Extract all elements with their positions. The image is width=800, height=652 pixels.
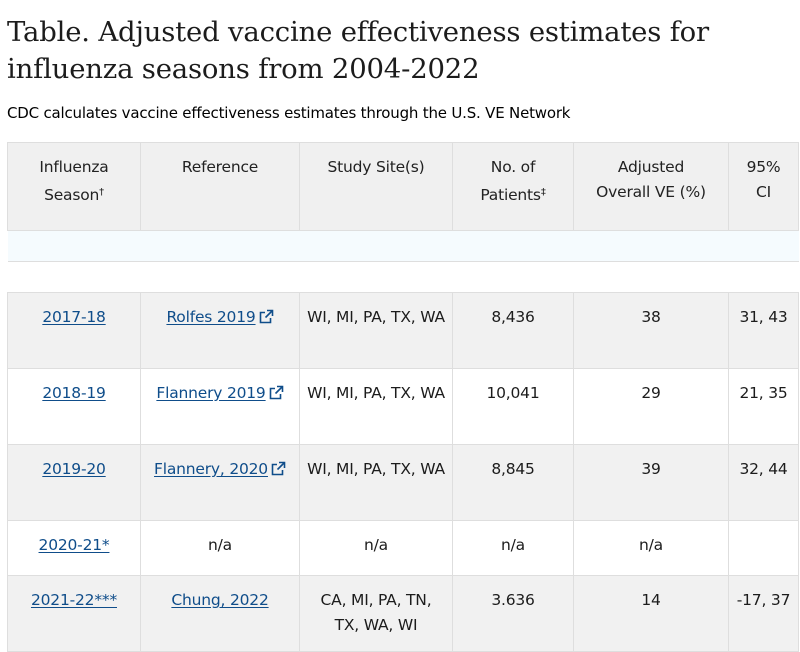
ve-header-line2: Overall VE (%) (596, 183, 706, 201)
study-site-cell: n/a (299, 520, 453, 576)
ci-header-line1: 95% (746, 158, 781, 176)
reference-cell: Rolfes 2019 (140, 292, 300, 369)
table-row: 2021-22*** Chung, 2022 CA, MI, PA, TN, TX,… (7, 575, 799, 652)
study-site-cell: CA, MI, PA, TN, TX, WA, WI (299, 575, 453, 652)
external-link-icon[interactable] (259, 309, 274, 324)
reference-link[interactable]: Flannery 2019 (156, 384, 266, 402)
column-header-adjusted-ve: Adjusted Overall VE (%) (573, 142, 729, 231)
ci-cell: 32, 44 (728, 444, 799, 521)
season-cell: 2021-22*** (7, 575, 141, 652)
study-site-cell: WI, MI, PA, TX, WA (299, 368, 453, 445)
column-header-study-site: Study Site(s) (299, 142, 453, 231)
season-cell: 2019-20 (7, 444, 141, 521)
patients-cell: n/a (452, 520, 574, 576)
season-link[interactable]: 2017-18 (42, 308, 106, 326)
table-row: 2018-19 Flannery 2019 WI, MI, PA, TX, WA 10… (7, 368, 799, 445)
adjusted-ve-cell: 38 (573, 292, 729, 369)
season-link[interactable]: 2019-20 (42, 460, 106, 478)
vaccine-effectiveness-table: Influenza Season† Reference Study Site(s… (7, 142, 799, 652)
table-row: 2019-20 Flannery, 2020 WI, MI, PA, TX, WA 8… (7, 444, 799, 521)
patients-cell: 8,845 (452, 444, 574, 521)
patients-cell: 10,041 (452, 368, 574, 445)
ci-cell: 21, 35 (728, 368, 799, 445)
external-link-icon[interactable] (269, 385, 284, 400)
study-site-cell: WI, MI, PA, TX, WA (299, 292, 453, 369)
ci-cell: -17, 37 (728, 575, 799, 652)
ci-header-line2: CI (756, 183, 771, 201)
reference-cell: n/a (140, 520, 300, 576)
season-cell: 2020-21* (7, 520, 141, 576)
patients-header-line2: Patients (480, 186, 541, 204)
column-header-season: Influenza Season† (7, 142, 141, 231)
ci-cell (728, 520, 799, 576)
season-cell: 2018-19 (7, 368, 141, 445)
adjusted-ve-cell: n/a (573, 520, 729, 576)
patients-cell: 8,436 (452, 292, 574, 369)
study-site-cell: WI, MI, PA, TX, WA (299, 444, 453, 521)
column-header-reference: Reference (140, 142, 300, 231)
table-row: 2017-18 Rolfes 2019 WI, MI, PA, TX, WA 8,43… (7, 292, 799, 369)
reference-link[interactable]: Rolfes 2019 (166, 308, 256, 326)
season-link[interactable]: 2021-22*** (30, 591, 117, 609)
patients-cell: 3.636 (452, 575, 574, 652)
reference-link[interactable]: Chung, 2022 (171, 591, 269, 609)
study-site-header-label: Study Site(s) (327, 158, 425, 176)
reference-cell: Flannery, 2020 (140, 444, 300, 521)
table-subtitle: CDC calculates vaccine effectiveness est… (7, 104, 571, 122)
table-row: 2020-21* n/a n/a n/a n/a (7, 520, 799, 576)
adjusted-ve-cell: 39 (573, 444, 729, 521)
column-header-ci: 95% CI (728, 142, 799, 231)
reference-cell: Chung, 2022 (140, 575, 300, 652)
season-link[interactable]: 2020-21* (38, 536, 110, 554)
reference-header-label: Reference (181, 158, 259, 176)
ci-cell: 31, 43 (728, 292, 799, 369)
adjusted-ve-cell: 29 (573, 368, 729, 445)
external-link-icon[interactable] (271, 461, 286, 476)
reference-cell: Flannery 2019 (140, 368, 300, 445)
season-footnote-mark: † (99, 187, 104, 198)
adjusted-ve-cell: 14 (573, 575, 729, 652)
season-cell: 2017-18 (7, 292, 141, 369)
ve-header-line1: Adjusted (617, 158, 685, 176)
table-header-row: Influenza Season† Reference Study Site(s… (7, 142, 799, 231)
season-header-line2: Season (44, 186, 100, 204)
season-link[interactable]: 2018-19 (42, 384, 106, 402)
reference-text: n/a (208, 536, 232, 554)
patients-footnote-mark: ‡ (540, 187, 546, 198)
page-title: Table. Adjusted vaccine effectiveness es… (7, 16, 709, 85)
table-gap-row (7, 261, 799, 293)
season-header-line1: Influenza (39, 158, 109, 176)
reference-link[interactable]: Flannery, 2020 (154, 460, 268, 478)
patients-header-line1: No. of (490, 158, 536, 176)
column-header-patients: No. of Patients‡ (452, 142, 574, 231)
table-spacer-row (7, 230, 799, 262)
